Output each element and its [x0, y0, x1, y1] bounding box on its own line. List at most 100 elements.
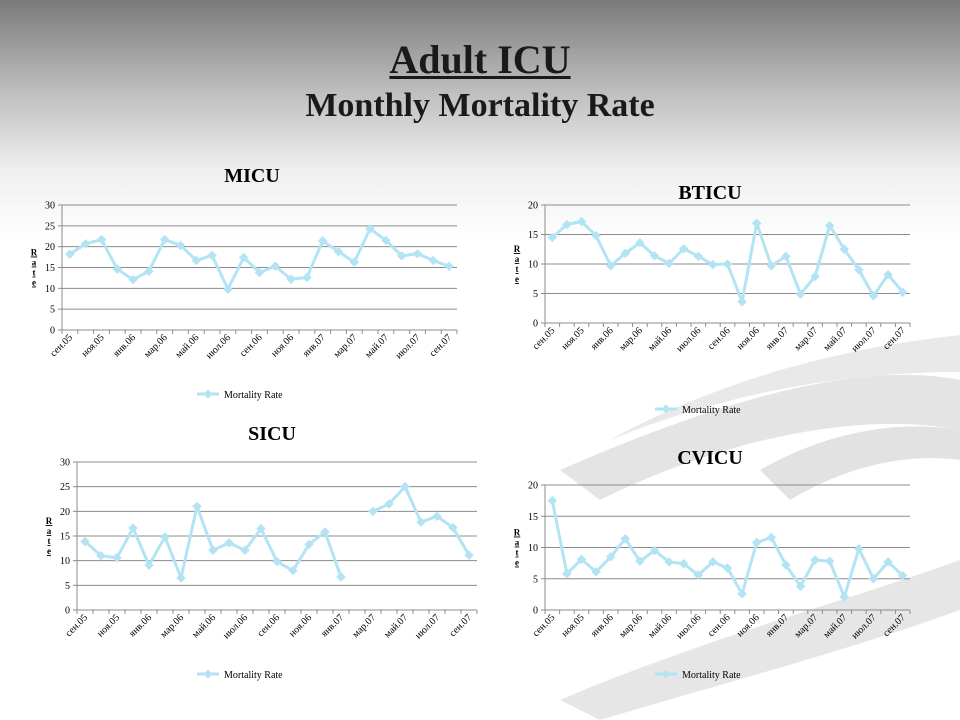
- x-tick-label: сен.06: [255, 612, 282, 639]
- y-tick-label: 30: [45, 201, 55, 212]
- data-point: [368, 506, 378, 517]
- y-tick-label: 5: [65, 581, 70, 592]
- data-point: [272, 556, 282, 567]
- y-axis-label: Rate: [31, 248, 38, 288]
- x-tick-label: мар.06: [142, 332, 170, 360]
- y-axis-label: Rate: [46, 516, 53, 556]
- x-tick-label: июл.06: [674, 325, 703, 354]
- data-point: [238, 252, 249, 263]
- data-point: [112, 552, 122, 563]
- data-point: [781, 251, 791, 262]
- data-point: [416, 517, 426, 528]
- data-point: [128, 274, 138, 285]
- data-point: [897, 287, 908, 298]
- x-tick-label: июл.07: [413, 612, 442, 641]
- y-tick-label: 20: [528, 481, 538, 492]
- x-tick-label: июл.06: [221, 612, 250, 641]
- x-tick-label: июл.06: [674, 612, 703, 641]
- y-axis-label-char: e: [515, 558, 519, 568]
- sicu-chart: SICU 0 5 10 15 20 25 30 сен.05 ноя.05 янв.06 мар.06…: [22, 415, 482, 685]
- data-point: [795, 581, 806, 592]
- legend-marker-icon: [203, 389, 213, 399]
- data-point: [336, 572, 346, 582]
- data-point: [620, 248, 631, 259]
- y-axis-label-char: R: [514, 528, 521, 538]
- data-point: [766, 260, 777, 271]
- y-tick-label: 0: [533, 319, 538, 330]
- data-point: [80, 536, 90, 547]
- data-point: [65, 249, 75, 260]
- y-tick-label: 20: [60, 507, 70, 518]
- data-point: [693, 570, 704, 580]
- data-point: [175, 240, 186, 251]
- x-tick-label: май.07: [363, 332, 391, 360]
- chart-title: MICU: [224, 165, 280, 187]
- x-tick-label: мар.07: [793, 325, 821, 353]
- data-point: [432, 511, 442, 522]
- chart-title: SICU: [248, 423, 296, 445]
- y-tick-label: 25: [60, 482, 70, 493]
- data-point: [207, 250, 217, 261]
- x-tick-label: мар.07: [332, 332, 360, 360]
- series-line: [550, 500, 904, 599]
- data-point: [365, 223, 375, 234]
- x-tick-label: янв.06: [127, 612, 154, 639]
- data-point: [224, 538, 234, 548]
- legend: Mortality Rate: [197, 389, 283, 401]
- data-point: [547, 495, 558, 506]
- x-tick-label: янв.07: [764, 325, 791, 352]
- data-point: [191, 255, 202, 266]
- data-point: [678, 558, 689, 569]
- data-point: [562, 219, 572, 230]
- data-point: [144, 560, 154, 570]
- legend-label: Mortality Rate: [682, 405, 741, 416]
- x-tick-label: янв.06: [589, 325, 616, 352]
- y-tick-label: 0: [533, 606, 538, 617]
- data-point: [547, 232, 558, 243]
- data-point: [620, 533, 631, 544]
- y-axis-label-char: a: [32, 258, 37, 268]
- y-tick-label: 30: [60, 458, 70, 469]
- data-point: [464, 550, 474, 561]
- y-axis-label-char: R: [46, 516, 53, 526]
- x-tick-label: май.06: [646, 325, 674, 353]
- legend: Mortality Rate: [655, 669, 741, 681]
- data-point: [897, 570, 908, 581]
- y-axis-label-char: a: [515, 254, 520, 264]
- data-point: [176, 573, 186, 583]
- series-line: [69, 227, 450, 291]
- y-axis-label-char: R: [514, 244, 521, 254]
- legend-marker-icon: [203, 669, 213, 679]
- x-tick-label: сен.07: [881, 612, 908, 639]
- y-axis-label-char: R: [31, 248, 38, 258]
- y-tick-label: 15: [60, 532, 70, 543]
- x-tick-label: ноя.06: [269, 332, 296, 359]
- data-point: [286, 274, 296, 285]
- data-point: [795, 289, 806, 299]
- data-point: [810, 555, 820, 565]
- x-tick-label: янв.07: [764, 612, 791, 639]
- y-axis-label-char: t: [516, 264, 519, 274]
- data-point: [304, 539, 314, 550]
- x-tick-label: янв.06: [589, 612, 616, 639]
- data-point: [192, 501, 202, 512]
- data-point: [381, 235, 391, 246]
- data-point: [448, 522, 458, 533]
- legend-marker-icon: [661, 669, 671, 679]
- data-point: [270, 261, 281, 272]
- data-point: [96, 234, 107, 245]
- data-point: [781, 560, 791, 570]
- x-tick-label: мар.07: [350, 612, 378, 640]
- data-point: [254, 267, 265, 278]
- y-axis-label: Rate: [514, 528, 521, 568]
- data-point: [839, 244, 850, 255]
- data-point: [160, 532, 170, 542]
- slide-title: Adult ICU: [389, 37, 571, 82]
- cvicu-chart: CVICU 0 5 10 15 20 сен.05 ноя.05 янв.06 мар.06 май…: [500, 440, 920, 690]
- x-tick-label: янв.07: [301, 332, 328, 359]
- data-point: [349, 257, 360, 267]
